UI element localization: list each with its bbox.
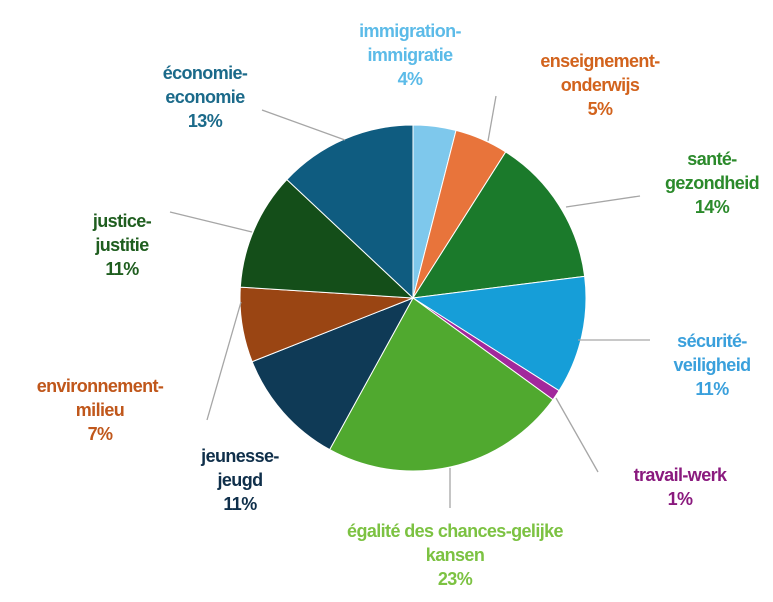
slice-label: justice-justitie 11% bbox=[67, 209, 177, 281]
slice-label: environnement-milieu 7% bbox=[15, 374, 185, 446]
slice-label: enseignement-onderwijs 5% bbox=[515, 49, 685, 121]
category-label: jeunesse-jeugd bbox=[201, 446, 279, 490]
value-label: 23% bbox=[437, 569, 473, 589]
pie-slice bbox=[412, 151, 586, 299]
leader-line bbox=[555, 397, 599, 473]
category-label: santé-gezondheid bbox=[665, 149, 760, 193]
leader-line bbox=[206, 301, 242, 421]
slice-label: jeunesse-jeugd 11% bbox=[185, 444, 295, 516]
value-label: 11% bbox=[695, 379, 729, 399]
leader-line bbox=[487, 95, 497, 142]
category-label: égalité des chances-gelijke kansen bbox=[347, 521, 564, 565]
category-label: environnement-milieu bbox=[36, 376, 164, 420]
value-label: 11% bbox=[223, 494, 257, 514]
leader-line bbox=[565, 195, 641, 208]
slice-label: immigration-immigratie 4% bbox=[335, 19, 485, 91]
value-label: 1% bbox=[667, 489, 693, 509]
category-label: sécurité-veiligheid bbox=[673, 331, 751, 375]
pie-slice bbox=[411, 275, 587, 392]
slice-label: économie-economie 13% bbox=[140, 61, 270, 133]
value-label: 11% bbox=[105, 259, 139, 279]
value-label: 4% bbox=[397, 69, 423, 89]
category-label: économie-economie bbox=[162, 63, 248, 107]
value-label: 5% bbox=[587, 99, 613, 119]
pie-slice bbox=[328, 297, 554, 472]
value-label: 7% bbox=[87, 424, 113, 444]
value-label: 13% bbox=[187, 111, 223, 131]
leader-line bbox=[169, 211, 253, 233]
pie-slice bbox=[251, 297, 415, 451]
category-label: justice-justitie bbox=[92, 211, 152, 255]
leader-line bbox=[261, 109, 346, 141]
category-label: travail-werk bbox=[633, 465, 727, 485]
slice-label: sécurité-veiligheid 11% bbox=[652, 329, 772, 401]
pie-slice bbox=[239, 178, 415, 299]
category-label: immigration-immigratie bbox=[359, 21, 461, 65]
slice-label: santé-gezondheid 14% bbox=[652, 147, 772, 219]
value-label: 14% bbox=[694, 197, 730, 217]
slice-label: égalité des chances-gelijke kansen 23% bbox=[325, 519, 585, 591]
category-label: enseignement-onderwijs bbox=[540, 51, 660, 95]
slice-label: travail-werk 1% bbox=[610, 463, 750, 511]
